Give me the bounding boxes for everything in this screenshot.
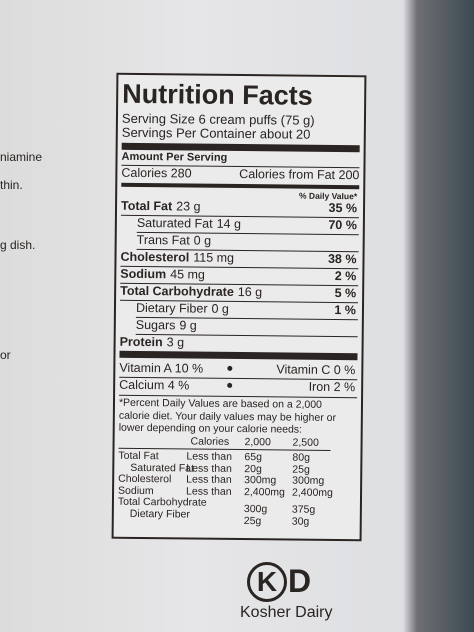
kosher-symbol: K	[247, 562, 287, 602]
daily-value: 35 %	[328, 200, 358, 216]
nutrient-row: Dietary Fiber 0 g	[136, 301, 229, 316]
nutrient-name: Cholesterol	[120, 249, 190, 265]
kosher-letter: D	[288, 563, 312, 599]
nutrient-row: Sodium 45 mg	[120, 267, 205, 282]
table-value-2500: 25g	[292, 463, 310, 476]
table-name: Dietary Fiber	[129, 507, 191, 520]
calories: Calories 280	[121, 165, 192, 181]
vitamin-dot	[227, 382, 233, 388]
nutrient-name: Saturated Fat	[136, 215, 213, 231]
nutrient-amount: 0 g	[211, 301, 229, 316]
vitamin-right: Iron 2 %	[308, 379, 356, 395]
table-value-2000: 300g	[243, 503, 268, 516]
kosher-text: Kosher Dairy	[240, 604, 333, 621]
side-text-line: niamine	[0, 150, 43, 164]
nutrient-amount: 115 mg	[193, 250, 235, 265]
nutrient-name: Sodium	[120, 266, 167, 282]
nutrient-amount: 0 g	[193, 233, 212, 248]
nutrient-amount: 23 g	[176, 199, 201, 214]
nutrient-amount: 16 g	[237, 284, 263, 300]
table-value-2500: 375g	[291, 503, 316, 516]
side-text-line: g dish.	[0, 238, 36, 252]
nutrition-label: Nutrition Facts Serving Size 6 cream puf…	[111, 72, 367, 542]
table-value-2500: 80g	[292, 451, 311, 464]
table-value-2500: 30g	[291, 515, 310, 528]
thick-rule	[119, 350, 358, 361]
calories-fat: Calories from Fat 200	[239, 166, 360, 183]
vitamin-left: Calcium 4 %	[119, 377, 190, 393]
table-value-2500: 2,400mg	[292, 486, 334, 499]
nutrient-name: Trans Fat	[136, 232, 190, 248]
nutrient-row: Saturated Fat 14 g	[137, 216, 241, 231]
side-text-line: or	[0, 348, 11, 362]
nutrient-row: Total Fat 23 g	[121, 199, 201, 214]
nutrient-row: Trans Fat 0 g	[137, 233, 212, 248]
dv-header: % Daily Value*	[298, 190, 358, 202]
amount-header: Amount Per Serving	[121, 150, 228, 164]
nutrient-amount: 9 g	[179, 318, 197, 333]
nutrient-row: Sugars 9 g	[136, 318, 197, 333]
table-value-2000: 65g	[244, 451, 263, 464]
table-name: Total Fat	[118, 449, 159, 463]
nutrient-amount: 14 g	[216, 216, 242, 232]
daily-value: 2 %	[334, 269, 357, 284]
table-name: Sodium	[118, 484, 154, 497]
medium-rule	[121, 182, 360, 190]
daily-value: 38 %	[327, 251, 357, 267]
nutrient-name: Total Carbohydrate	[120, 283, 234, 299]
nutrient-row: Protein 3 g	[120, 335, 185, 350]
table-value-2000: 20g	[244, 462, 262, 475]
table-value-2500: 300mg	[292, 474, 325, 487]
vitamin-left: Vitamin A 10 %	[119, 360, 204, 376]
daily-value: 5 %	[334, 286, 357, 301]
nutrient-amount: 45 mg	[170, 267, 206, 282]
title: Nutrition Facts	[122, 78, 313, 111]
daily-value: 70 %	[328, 217, 357, 233]
table-value-2000: 2,400mg	[244, 485, 286, 498]
servings: Servings Per Container about 20	[121, 124, 311, 142]
nutrient-name: Sugars	[135, 317, 176, 333]
table-value-2000: 300mg	[244, 474, 277, 487]
table-value-2000: 25g	[243, 514, 262, 527]
nutrient-row: Total Carbohydrate 16 g	[120, 284, 262, 299]
nutrient-name: Dietary Fiber	[135, 300, 208, 316]
vitamin-right: Vitamin C 0 %	[276, 362, 356, 378]
daily-value: 1 %	[334, 302, 357, 318]
vitamin-dot	[227, 365, 233, 371]
nutrient-name: Total Fat	[120, 198, 173, 214]
nutrient-name: Protein	[119, 334, 163, 350]
side-text-line: thin.	[0, 178, 23, 192]
nutrient-amount: 3 g	[166, 335, 185, 350]
table-header: 2,500	[292, 436, 319, 449]
table-header: 2,000	[244, 436, 271, 449]
table-header: Calories	[190, 435, 230, 448]
nutrient-row: Cholesterol 115 mg	[120, 250, 234, 265]
footnote: *Percent Daily Values are based on a 2,0…	[118, 396, 337, 436]
